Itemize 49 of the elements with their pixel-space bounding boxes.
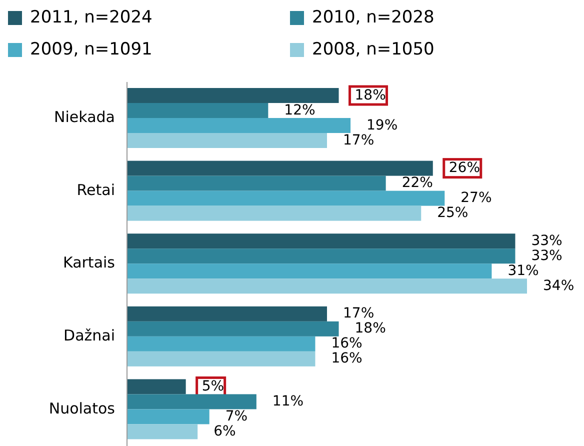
bar [127, 409, 210, 424]
bar [127, 394, 256, 410]
bar [127, 88, 339, 103]
bar [127, 160, 433, 176]
y-tick-label: Dažnai [64, 326, 115, 345]
bar [127, 424, 198, 440]
data-label: 31% [508, 262, 539, 279]
bar [127, 336, 316, 352]
bar [127, 306, 327, 322]
bar [127, 351, 316, 366]
data-label: 34% [543, 278, 574, 294]
data-label: 26% [448, 160, 480, 176]
legend-label: 2010, n=2028 [312, 8, 434, 28]
legend-label: 2011, n=2024 [30, 8, 152, 28]
data-label: 27% [460, 190, 492, 206]
data-label: 22% [402, 175, 433, 192]
data-label: 12% [284, 102, 316, 118]
bar [127, 264, 492, 279]
data-label: 16% [331, 350, 362, 367]
data-label: 25% [437, 205, 468, 222]
data-label: 17% [343, 306, 374, 322]
data-label: 5% [202, 378, 224, 395]
y-tick-label: Nuolatos [48, 399, 116, 418]
bar [127, 278, 527, 294]
data-label: 11% [272, 394, 304, 410]
bar [127, 248, 516, 264]
bar [127, 133, 327, 148]
bar [127, 321, 339, 336]
legend-label: 2009, n=1091 [30, 40, 152, 60]
data-label: 33% [531, 248, 562, 264]
data-label: 17% [343, 132, 374, 148]
data-label: 16% [331, 336, 362, 352]
data-label: 33% [531, 232, 562, 249]
data-label: 18% [354, 87, 386, 104]
y-tick-label: Niekada [54, 108, 115, 126]
legend-label: 2008, n=1050 [312, 40, 434, 60]
bar [127, 103, 268, 118]
bar [127, 176, 386, 191]
bar [127, 118, 351, 133]
y-tick-label: Kartais [63, 254, 116, 272]
bar [127, 206, 422, 221]
bar [127, 379, 186, 394]
data-label: 18% [354, 320, 386, 337]
bar [127, 190, 445, 206]
data-label: 19% [366, 117, 398, 134]
data-label: 6% [214, 424, 236, 440]
bar [127, 234, 516, 249]
y-tick-label: Retai [76, 180, 115, 199]
data-label: 7% [225, 408, 248, 425]
